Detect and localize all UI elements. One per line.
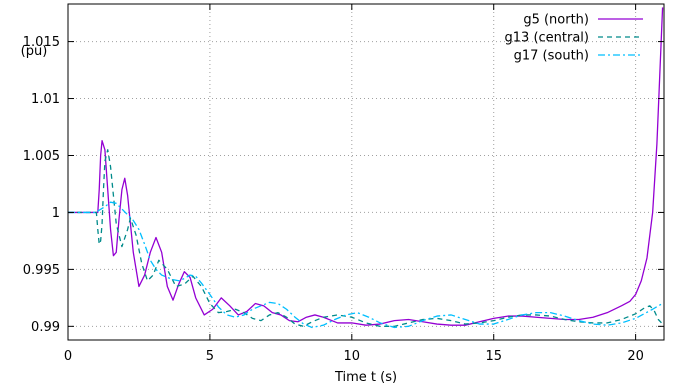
x-tick-label: 0	[64, 349, 72, 364]
series-line-3	[68, 201, 663, 329]
legend-label-3: g17 (south)	[514, 49, 589, 64]
y-tick-label: 0.99	[31, 320, 60, 335]
y-tick-label: 1	[52, 206, 60, 221]
series-group	[68, 7, 664, 329]
y-tick-label: 1.015	[23, 35, 60, 50]
grid	[68, 4, 664, 340]
y-tick-label: 1.005	[23, 149, 60, 164]
legend-label-1: g5 (north)	[523, 13, 589, 28]
series-line-2	[68, 149, 664, 327]
series-line-1	[68, 7, 664, 326]
plot-frame	[67, 3, 665, 341]
x-tick-label: 15	[485, 349, 502, 364]
x-axis-label: Time t (s)	[334, 370, 397, 385]
axis-ticks	[67, 4, 664, 340]
y-tick-label: 0.995	[23, 263, 60, 278]
y-tick-label: 1.01	[31, 92, 60, 107]
legend-label-2: g13 (central)	[505, 31, 589, 46]
y-axis-label: (pu)	[21, 44, 48, 59]
legend: g5 (north) g13 (central) g17 (south)	[505, 13, 643, 64]
tick-labels: 0 5 10 15 20 0.99 0.995 1 1.005 1.01 1.015	[23, 35, 644, 364]
x-tick-label: 20	[627, 349, 644, 364]
x-tick-label: 5	[206, 349, 214, 364]
x-tick-label: 10	[344, 349, 361, 364]
